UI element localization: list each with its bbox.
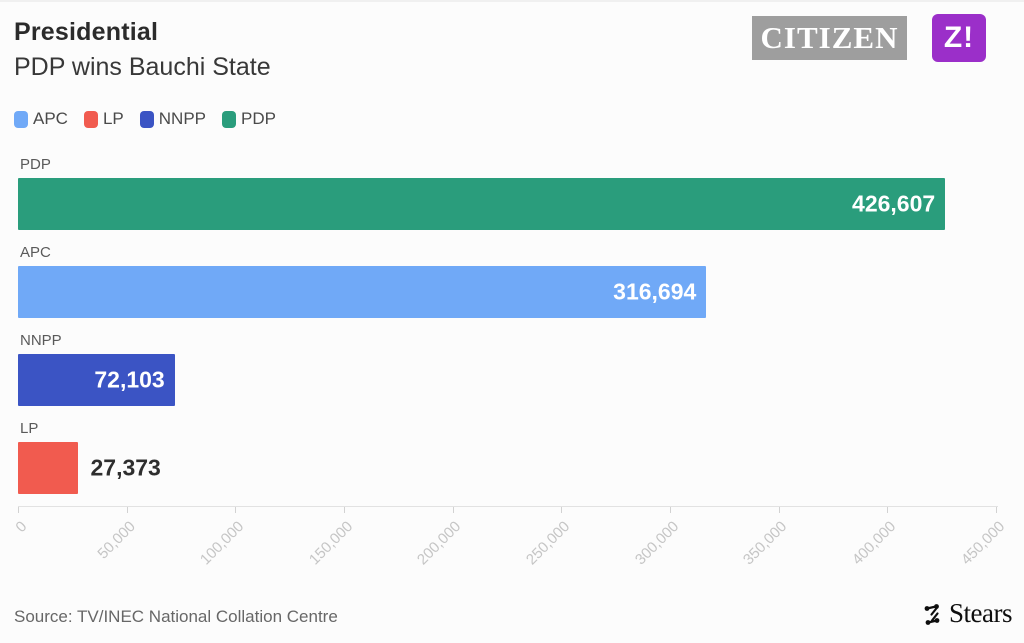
legend-swatch-lp (83, 110, 98, 128)
bar-category-label: NNPP (20, 332, 62, 349)
bar-category-label: PDP (20, 156, 51, 173)
legend-swatch-nnpp (139, 110, 154, 128)
bar-row-apc: APC 316,694 (18, 244, 996, 318)
x-axis-tick-label: 150,000 (305, 518, 357, 569)
bar-value-label: 72,103 (94, 366, 165, 393)
zikoko-logo-text: Z! (943, 21, 975, 54)
bar-track: 27,373 (18, 442, 996, 494)
legend-item: APC (14, 109, 68, 129)
legend-swatch-pdp (222, 110, 236, 128)
bar-category-label: APC (20, 244, 51, 261)
legend-swatch-apc (14, 110, 28, 128)
zikoko-logo: Z! (932, 14, 986, 62)
x-axis-tick (887, 507, 889, 513)
legend: APC LP NNPP PDP (14, 109, 292, 129)
bar-apc (18, 266, 707, 318)
page-subtitle: PDP wins Bauchi State (14, 53, 271, 81)
x-axis-tick-label: 450,000 (957, 518, 1009, 569)
legend-label: APC (33, 109, 68, 128)
x-axis: 0 50,000 100,000 150,000 200,000 250,000 300,0… (12, 506, 1008, 596)
x-axis-tick (18, 507, 19, 513)
bar-track: 316,694 (18, 266, 996, 318)
bar-nnpp (18, 354, 175, 406)
x-axis-tick (235, 507, 237, 513)
stears-brand: Stears (923, 598, 1012, 629)
bar-value-label: 316,694 (613, 278, 697, 305)
page-title: Presidential (14, 18, 159, 46)
x-axis-tick (344, 507, 345, 513)
x-axis-tick-label: 50,000 (94, 518, 139, 563)
x-axis-tick-label: 100,000 (196, 518, 248, 569)
citizen-logo-text: CITIZEN (760, 20, 899, 55)
bar-category-label: LP (20, 420, 39, 437)
stears-wordmark: Stears (949, 598, 1012, 628)
source-note: Source: TV/INEC National Collation Centr… (14, 607, 338, 626)
bar-lp (18, 442, 78, 494)
legend-item: NNPP (139, 109, 206, 129)
x-axis-tick-label: 0 (12, 518, 31, 536)
stears-icon (924, 603, 940, 625)
bar-track: 426,607 (18, 178, 996, 230)
x-axis-tick-label: 250,000 (522, 518, 574, 569)
bar-row-nnpp: NNPP 72,103 (18, 332, 996, 406)
x-axis-tick (778, 507, 780, 513)
x-axis-tick-label: 200,000 (414, 518, 465, 569)
x-axis-tick (452, 507, 454, 513)
x-axis-tick-label: 300,000 (631, 518, 683, 569)
x-axis-tick (126, 507, 128, 513)
x-axis-tick (996, 507, 997, 513)
x-axis-tick-label: 400,000 (848, 518, 900, 569)
bar-row-pdp: PDP 426,607 (18, 156, 996, 230)
legend-label: PDP (241, 109, 276, 128)
bar-pdp (18, 178, 946, 230)
legend-label: NNPP (158, 109, 206, 128)
bar-chart: PDP 426,607 APC 316,694 NNPP 72,103 LP 27,373 (18, 156, 996, 508)
title-block: Presidential PDP wins Bauchi State (14, 18, 271, 82)
legend-item: LP (83, 109, 124, 129)
legend-label: LP (102, 109, 124, 128)
bar-value-label: 426,607 (852, 190, 936, 217)
bar-value-label: 27,373 (90, 454, 161, 481)
x-axis-tick (561, 507, 563, 513)
x-axis-tick (670, 507, 671, 513)
bar-track: 72,103 (18, 354, 996, 406)
citizen-logo: CITIZEN (752, 16, 907, 60)
legend-item: PDP (222, 109, 276, 129)
bar-row-lp: LP 27,373 (18, 420, 996, 494)
x-axis-tick-label: 350,000 (740, 518, 791, 569)
x-axis-line (18, 506, 998, 507)
